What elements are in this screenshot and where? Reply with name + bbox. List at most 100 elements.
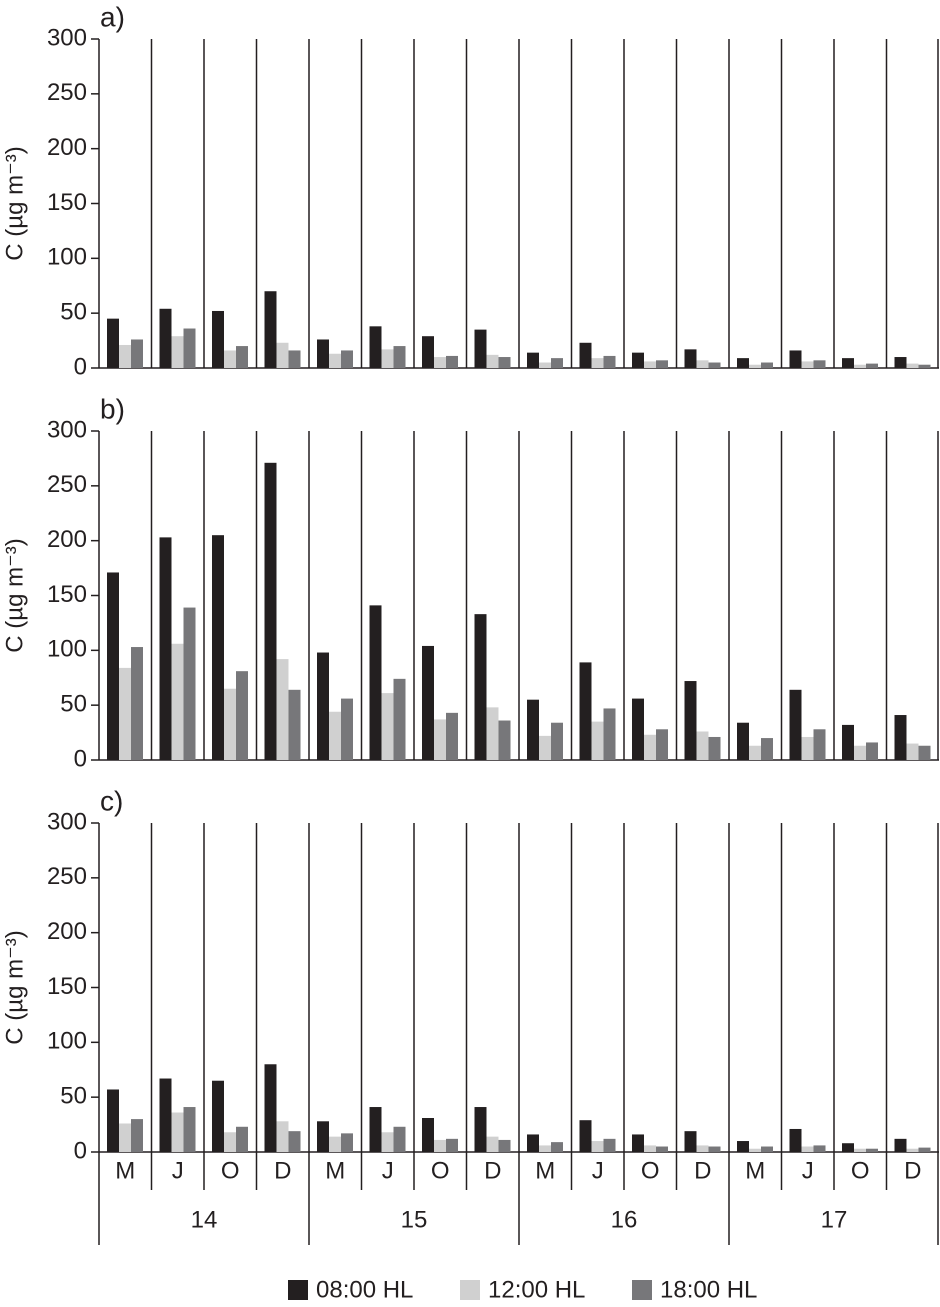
bar (842, 1143, 854, 1152)
bar (801, 736, 814, 760)
bar (486, 707, 499, 760)
y-tick-label: 0 (74, 1137, 87, 1164)
bar (498, 1139, 511, 1152)
bar (369, 605, 382, 760)
bar (789, 350, 802, 368)
panel-label: a) (100, 1, 125, 32)
bar (854, 364, 866, 368)
bar (393, 1126, 406, 1152)
y-tick-label: 200 (47, 526, 87, 553)
bar (288, 689, 301, 760)
bar (369, 1107, 382, 1152)
bar (591, 358, 604, 368)
bar (918, 745, 931, 760)
bar (842, 724, 854, 760)
bar (119, 667, 131, 760)
y-tick-label: 100 (47, 636, 87, 663)
bar (737, 1141, 749, 1152)
bar (854, 1148, 866, 1152)
bar (393, 678, 406, 760)
bar (434, 1139, 446, 1152)
legend-label: 08:00 HL (316, 1276, 413, 1303)
bar (341, 350, 353, 368)
bar (159, 1078, 172, 1152)
bar (749, 745, 761, 760)
bar (107, 1089, 119, 1152)
y-tick-label: 150 (47, 189, 87, 216)
bar (551, 722, 563, 760)
y-tick-label: 100 (47, 244, 87, 271)
bar (761, 738, 773, 760)
x-tick-label: M (325, 1157, 345, 1184)
bar (171, 336, 184, 368)
legend-label: 18:00 HL (660, 1276, 757, 1303)
bar (288, 1131, 301, 1152)
bar (288, 350, 301, 368)
bar (708, 362, 721, 368)
bar (813, 1145, 826, 1152)
bar (276, 1121, 289, 1152)
x-tick-label: M (115, 1157, 135, 1184)
y-tick-label: 300 (47, 24, 87, 51)
bar (446, 355, 458, 368)
bar (749, 1148, 761, 1152)
bar (434, 357, 446, 368)
bar (813, 729, 826, 760)
bar (131, 647, 143, 760)
bar (446, 712, 458, 760)
bar (591, 1141, 604, 1152)
bar (801, 1146, 814, 1152)
bar (866, 1148, 878, 1152)
bar (813, 360, 826, 368)
bar (603, 708, 616, 760)
y-axis-label: C (µg m⁻³) (1, 538, 28, 652)
bar (107, 318, 119, 368)
bar (894, 1138, 907, 1152)
bar (684, 349, 697, 368)
y-axis-label: C (µg m⁻³) (1, 930, 28, 1044)
bar (906, 1148, 919, 1152)
bar (486, 354, 499, 368)
bar (527, 352, 539, 368)
bar (696, 360, 709, 368)
bar (329, 1136, 341, 1152)
bar (381, 1132, 394, 1152)
bar (264, 462, 277, 760)
bar (107, 572, 119, 760)
bar (527, 1134, 539, 1152)
bar (276, 659, 289, 760)
bar (498, 357, 511, 368)
bar (119, 1123, 131, 1152)
bar (236, 1126, 248, 1152)
bar (656, 360, 668, 368)
bar (551, 1142, 563, 1152)
bar (236, 671, 248, 760)
bar (341, 1133, 353, 1152)
bar (446, 1138, 458, 1152)
bar (644, 734, 656, 760)
x-tick-label: D (484, 1157, 501, 1184)
x-tick-label: O (641, 1157, 660, 1184)
bar (341, 698, 353, 760)
bar (393, 346, 406, 368)
y-tick-label: 0 (74, 745, 87, 772)
bar (906, 743, 919, 760)
bar (131, 1119, 143, 1152)
x-tick-label: M (745, 1157, 765, 1184)
bar (224, 350, 236, 368)
bar (801, 361, 814, 368)
bar (866, 363, 878, 368)
bar (656, 729, 668, 760)
x-tick-label: O (851, 1157, 870, 1184)
bar (551, 358, 563, 368)
bar (264, 1064, 277, 1152)
bar (369, 326, 382, 368)
x-tick-label: D (274, 1157, 291, 1184)
bar (591, 721, 604, 760)
bar (632, 352, 644, 368)
bar (894, 715, 907, 760)
bar (656, 1146, 668, 1152)
y-tick-label: 50 (60, 299, 87, 326)
bar (224, 688, 236, 760)
bar (171, 643, 184, 760)
